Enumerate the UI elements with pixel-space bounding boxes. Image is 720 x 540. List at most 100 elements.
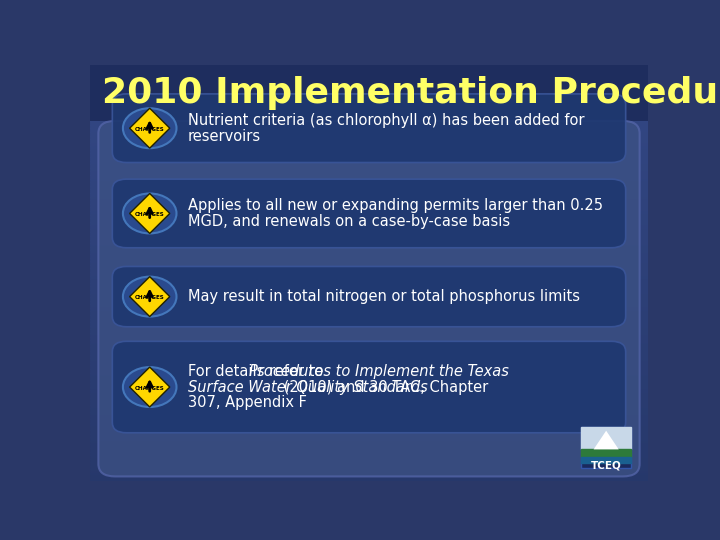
Bar	[90, 148, 648, 150]
Bar	[90, 313, 648, 314]
Bar	[90, 220, 648, 221]
Bar	[90, 324, 648, 326]
Bar	[90, 373, 648, 374]
Bar	[90, 191, 648, 192]
Bar	[90, 310, 648, 312]
Bar	[90, 368, 648, 370]
Bar	[90, 153, 648, 155]
Bar	[90, 357, 648, 359]
Bar	[90, 425, 648, 427]
Text: 2010 Implementation Procedures: 2010 Implementation Procedures	[102, 76, 720, 110]
Bar	[90, 167, 648, 168]
Bar	[90, 172, 648, 173]
Bar	[90, 299, 648, 300]
Text: TCEQ: TCEQ	[591, 460, 621, 470]
Bar	[90, 343, 648, 345]
Bar	[90, 306, 648, 307]
Bar	[90, 443, 648, 444]
Bar	[90, 194, 648, 195]
Bar	[90, 312, 648, 313]
Bar	[90, 241, 648, 242]
Bar	[90, 471, 648, 472]
Bar	[90, 460, 648, 461]
Text: CHANGES: CHANGES	[135, 386, 165, 390]
Bar	[90, 99, 648, 101]
Bar	[90, 258, 648, 259]
Bar	[90, 266, 648, 267]
Bar	[90, 245, 648, 246]
Text: MGD, and renewals on a case-by-case basis: MGD, and renewals on a case-by-case basi…	[188, 214, 510, 229]
Text: Nutrient criteria (as chlorophyll α) has been added for: Nutrient criteria (as chlorophyll α) has…	[188, 113, 584, 128]
Bar	[90, 133, 648, 134]
Bar	[90, 321, 648, 322]
Bar	[90, 418, 648, 420]
Bar	[90, 122, 648, 123]
Bar	[90, 366, 648, 367]
Bar	[90, 282, 648, 284]
Bar	[90, 165, 648, 166]
Bar	[90, 277, 648, 278]
Bar	[90, 403, 648, 404]
Bar	[90, 111, 648, 112]
FancyBboxPatch shape	[90, 65, 648, 121]
Bar	[90, 453, 648, 454]
Bar	[90, 118, 648, 119]
Bar	[90, 237, 648, 238]
Bar	[90, 329, 648, 331]
Bar	[90, 335, 648, 336]
Bar	[90, 91, 648, 92]
Bar	[90, 458, 648, 460]
Bar	[90, 298, 648, 299]
Bar	[90, 163, 648, 165]
Bar	[90, 70, 648, 72]
Bar	[90, 314, 648, 316]
Bar	[90, 444, 648, 446]
Bar	[90, 284, 648, 285]
Bar	[90, 79, 648, 80]
Text: May result in total nitrogen or total phosphorus limits: May result in total nitrogen or total ph…	[188, 289, 580, 304]
Bar	[90, 253, 648, 255]
Bar	[90, 224, 648, 226]
Bar	[90, 129, 648, 130]
Bar	[90, 437, 648, 439]
Bar	[90, 446, 648, 447]
Bar	[90, 296, 648, 298]
Bar	[90, 219, 648, 220]
Bar	[90, 339, 648, 341]
Bar	[90, 114, 648, 116]
Bar	[90, 386, 648, 388]
Bar	[90, 94, 648, 95]
Bar	[90, 65, 648, 66]
Polygon shape	[593, 431, 618, 449]
Bar	[90, 242, 648, 244]
Bar	[90, 69, 648, 70]
Bar	[90, 309, 648, 310]
Bar	[90, 75, 648, 76]
Bar	[90, 424, 648, 425]
Bar	[90, 356, 648, 357]
Bar	[90, 393, 648, 395]
Bar	[90, 454, 648, 456]
Bar	[90, 202, 648, 204]
Bar	[90, 248, 648, 249]
Bar	[90, 130, 648, 131]
Bar	[90, 396, 648, 397]
Polygon shape	[130, 108, 170, 148]
Bar	[90, 332, 648, 334]
Bar	[90, 479, 648, 481]
Bar	[90, 260, 648, 261]
Bar	[90, 127, 648, 129]
Bar	[90, 341, 648, 342]
Bar	[90, 120, 648, 122]
Bar	[581, 449, 631, 458]
FancyBboxPatch shape	[112, 266, 626, 327]
Bar	[90, 113, 648, 114]
Bar	[90, 271, 648, 273]
Bar	[90, 439, 648, 441]
Bar	[90, 66, 648, 68]
Bar	[90, 463, 648, 464]
Bar	[90, 449, 648, 450]
Bar	[90, 235, 648, 237]
Bar	[90, 181, 648, 183]
Bar	[90, 367, 648, 368]
